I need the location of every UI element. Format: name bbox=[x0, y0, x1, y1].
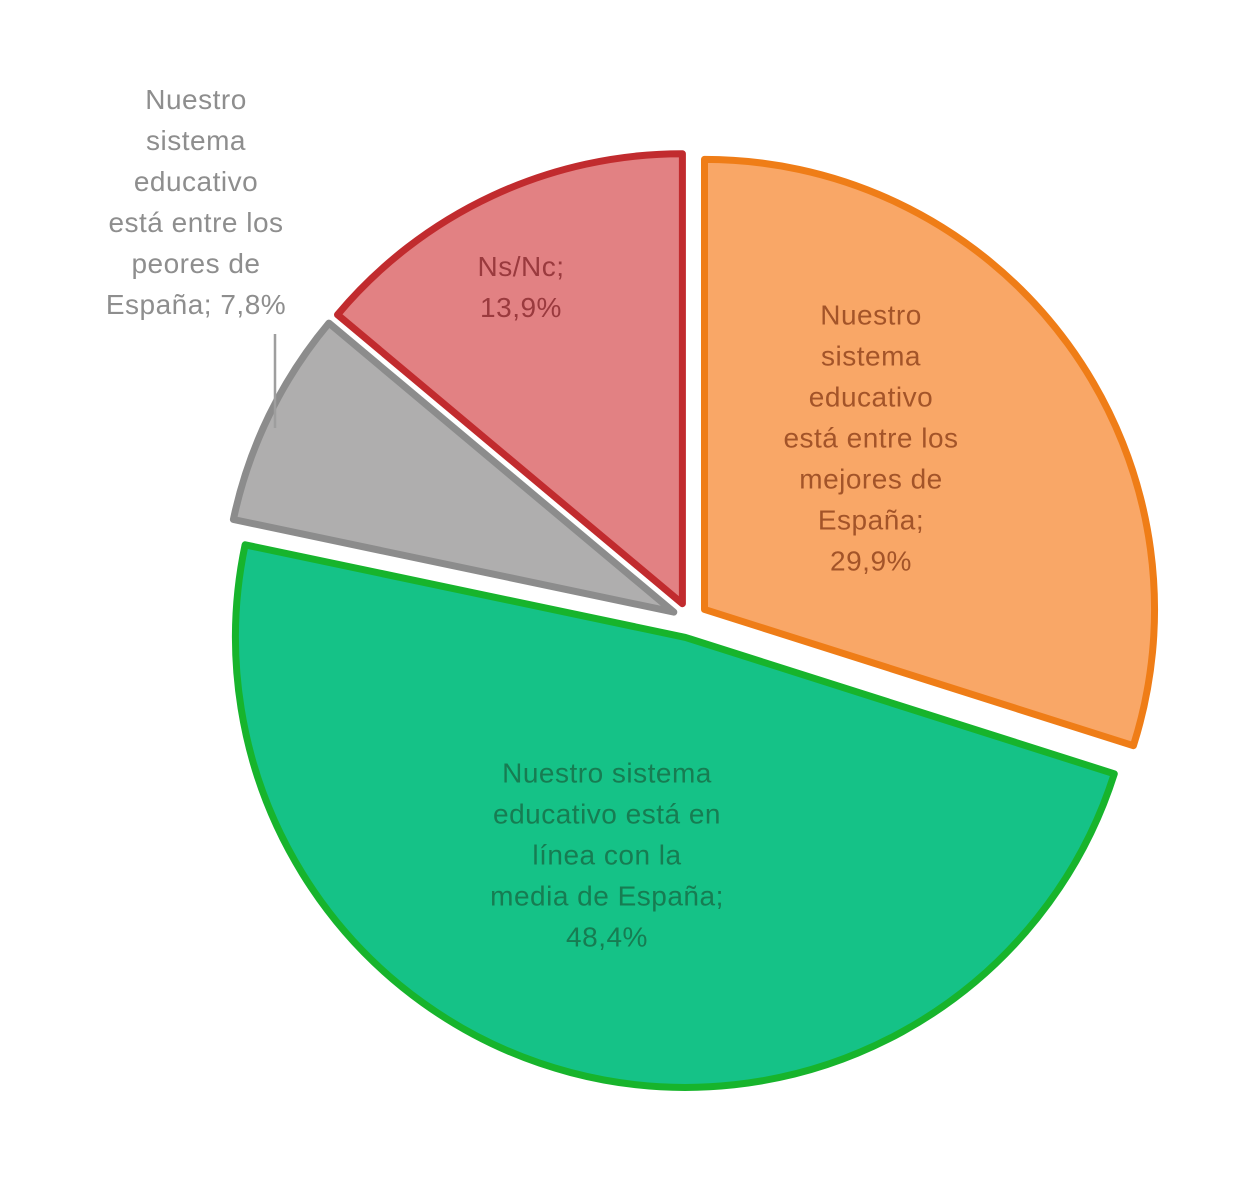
pie-slice-media bbox=[232, 541, 1118, 1091]
label-media: Nuestro sistema educativo está en línea … bbox=[490, 757, 724, 953]
label-mejores: Nuestro sistema educativo está entre los… bbox=[783, 299, 959, 577]
label-peores: Nuestro sistema educativo está entre los… bbox=[105, 84, 287, 320]
label-nsnc: Ns/Nc; 13,9% bbox=[477, 251, 565, 323]
pie-slice-peores bbox=[229, 319, 678, 616]
pie-slice-mejores bbox=[701, 155, 1159, 750]
pie-slice-nsnc bbox=[334, 150, 686, 608]
